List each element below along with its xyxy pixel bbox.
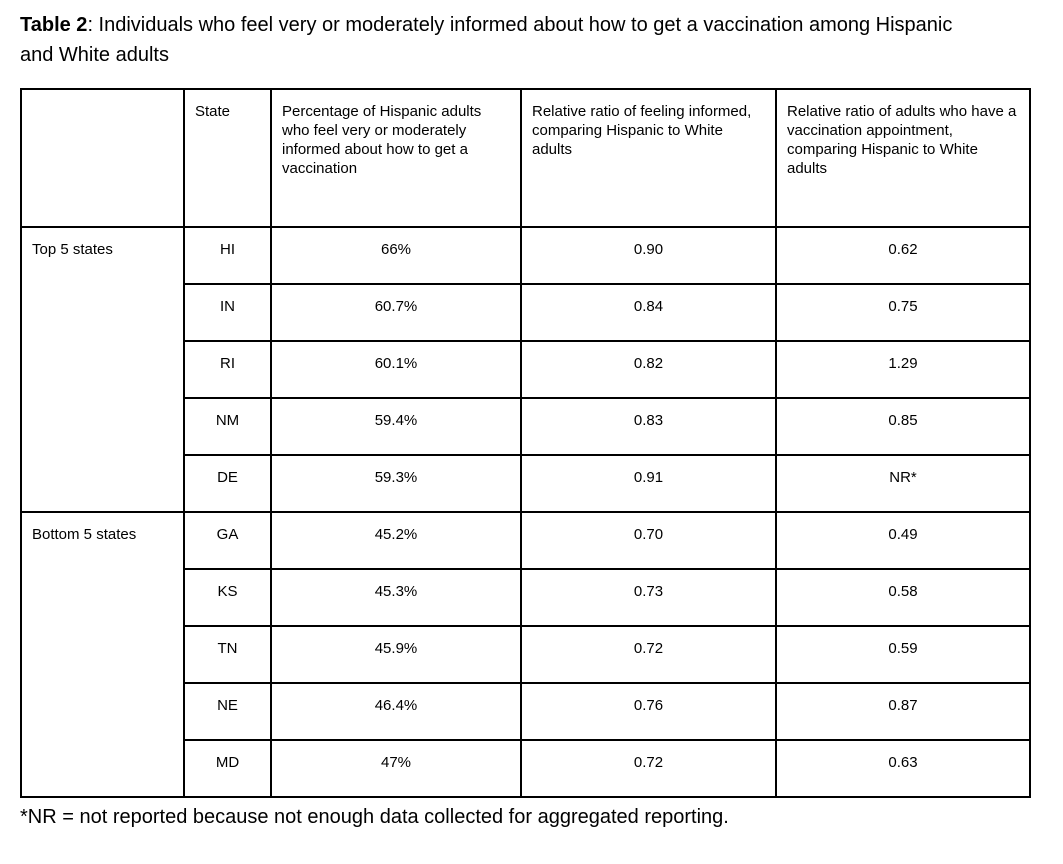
state-cell: DE bbox=[183, 454, 272, 513]
percentage-cell: 47% bbox=[270, 739, 522, 798]
percentage-cell: 45.3% bbox=[270, 568, 522, 627]
table-row: TN 45.9% 0.72 0.59 bbox=[21, 625, 1031, 684]
state-cell: KS bbox=[183, 568, 272, 627]
table-number-label: Table 2 bbox=[20, 14, 88, 36]
state-cell: GA bbox=[183, 511, 272, 570]
table-row: Top 5 states HI 66% 0.90 0.62 bbox=[20, 226, 1031, 513]
percentage-cell: 60.1% bbox=[270, 340, 522, 399]
ratio-informed-cell: 0.90 bbox=[520, 226, 777, 285]
informed-table: State Percentage of Hispanic adults who … bbox=[20, 88, 1031, 798]
table-row: DE 59.3% 0.91 NR* bbox=[21, 454, 1031, 513]
header-ratio-appointment: Relative ratio of adults who have a vacc… bbox=[775, 88, 1031, 228]
ratio-informed-cell: 0.72 bbox=[520, 625, 777, 684]
ratio-informed-cell: 0.73 bbox=[520, 568, 777, 627]
ratio-appointment-cell: 1.29 bbox=[775, 340, 1031, 399]
table-row: KS 45.3% 0.73 0.58 bbox=[21, 568, 1031, 627]
header-percentage: Percentage of Hispanic adults who feel v… bbox=[270, 88, 522, 228]
table-title-text: : Individuals who feel very or moderatel… bbox=[20, 14, 953, 66]
table-row: NM 59.4% 0.83 0.85 bbox=[21, 397, 1031, 456]
group-label-top5: Top 5 states bbox=[20, 226, 185, 513]
ratio-appointment-cell: 0.59 bbox=[775, 625, 1031, 684]
ratio-informed-cell: 0.70 bbox=[520, 511, 777, 570]
header-row: State Percentage of Hispanic adults who … bbox=[20, 88, 1031, 228]
header-ratio-informed: Relative ratio of feeling informed, comp… bbox=[520, 88, 777, 228]
percentage-cell: 59.3% bbox=[270, 454, 522, 513]
ratio-informed-cell: 0.76 bbox=[520, 682, 777, 741]
footnote: *NR = not reported because not enough da… bbox=[20, 806, 729, 828]
ratio-informed-cell: 0.84 bbox=[520, 283, 777, 342]
ratio-appointment-cell: 0.85 bbox=[775, 397, 1031, 456]
ratio-informed-cell: 0.82 bbox=[520, 340, 777, 399]
ratio-appointment-cell: 0.63 bbox=[775, 739, 1031, 798]
percentage-cell: 60.7% bbox=[270, 283, 522, 342]
ratio-informed-cell: 0.72 bbox=[520, 739, 777, 798]
ratio-appointment-cell: 0.58 bbox=[775, 568, 1031, 627]
percentage-cell: 45.2% bbox=[270, 511, 522, 570]
table-row: MD 47% 0.72 0.63 bbox=[21, 739, 1031, 798]
state-cell: IN bbox=[183, 283, 272, 342]
percentage-cell: 66% bbox=[270, 226, 522, 285]
table-row: NE 46.4% 0.76 0.87 bbox=[21, 682, 1031, 741]
table-row: IN 60.7% 0.84 0.75 bbox=[21, 283, 1031, 342]
state-cell: NE bbox=[183, 682, 272, 741]
ratio-appointment-cell: 0.49 bbox=[775, 511, 1031, 570]
ratio-informed-cell: 0.91 bbox=[520, 454, 777, 513]
table-row: Bottom 5 states GA 45.2% 0.70 0.49 bbox=[20, 511, 1031, 798]
state-cell: NM bbox=[183, 397, 272, 456]
ratio-appointment-cell: 0.62 bbox=[775, 226, 1031, 285]
percentage-cell: 59.4% bbox=[270, 397, 522, 456]
percentage-cell: 45.9% bbox=[270, 625, 522, 684]
header-state: State bbox=[183, 88, 272, 228]
state-cell: TN bbox=[183, 625, 272, 684]
header-group bbox=[20, 88, 185, 228]
percentage-cell: 46.4% bbox=[270, 682, 522, 741]
group-label-bottom5: Bottom 5 states bbox=[20, 511, 185, 798]
table-row: RI 60.1% 0.82 1.29 bbox=[21, 340, 1031, 399]
ratio-appointment-cell: 0.87 bbox=[775, 682, 1031, 741]
page-title: Table 2: Individuals who feel very or mo… bbox=[20, 10, 960, 70]
state-cell: RI bbox=[183, 340, 272, 399]
ratio-appointment-cell: 0.75 bbox=[775, 283, 1031, 342]
ratio-appointment-cell: NR* bbox=[775, 454, 1031, 513]
state-cell: HI bbox=[183, 226, 272, 285]
ratio-informed-cell: 0.83 bbox=[520, 397, 777, 456]
state-cell: MD bbox=[183, 739, 272, 798]
